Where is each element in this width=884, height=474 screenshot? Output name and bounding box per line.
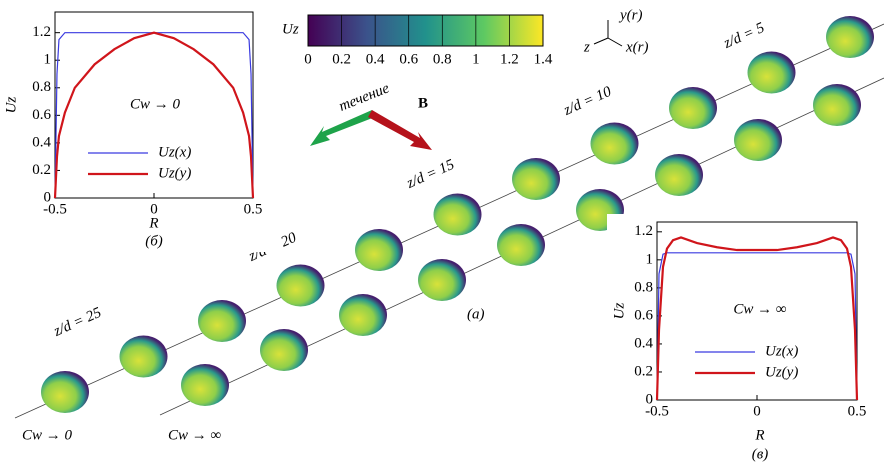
field-label: B — [418, 95, 428, 111]
flow-blob — [590, 122, 639, 165]
y-tick-label: 0 — [646, 391, 654, 407]
x-axis-label: R — [148, 215, 158, 231]
triad — [593, 37, 609, 45]
chart-caption: (б) — [145, 233, 163, 249]
flow-blob — [260, 329, 308, 371]
flow-blob — [276, 264, 325, 307]
flow-blob — [734, 119, 782, 161]
y-tick-label: 0.8 — [634, 279, 653, 295]
y-tick-label: 0.2 — [634, 363, 653, 379]
y-tick-label: 1 — [44, 52, 52, 68]
annotation: Cw → 0 — [130, 96, 181, 112]
y-tick-label: 0.8 — [32, 79, 51, 95]
flow-arrow — [310, 110, 375, 146]
colorbar-tick-label: 0 — [304, 51, 312, 67]
flow-blob — [669, 87, 717, 129]
y-axis-label: Uz — [611, 303, 627, 320]
flow-blob — [655, 154, 703, 196]
flow-blob — [747, 51, 796, 94]
flow-blob — [826, 16, 874, 58]
colorbar — [307, 14, 544, 47]
colorbar-tick-label: 1.4 — [534, 51, 553, 67]
y-tick-label: 0.2 — [32, 162, 51, 178]
legend-label: Uz(y) — [765, 364, 798, 380]
axis-z-label: z — [583, 39, 590, 55]
legend-label: Uz(x) — [158, 144, 191, 160]
axis-x-label: x(r) — [625, 39, 649, 55]
field-arrow — [368, 110, 432, 150]
scene-caption: (а) — [467, 306, 485, 322]
x-axis-label: R — [754, 427, 764, 443]
series-line — [655, 236, 859, 401]
x-tick-label: 0 — [753, 403, 761, 419]
colorbar-tick-label: 1.2 — [500, 51, 519, 67]
y-tick-label: 1.2 — [634, 223, 653, 239]
flow-blob — [181, 364, 229, 406]
colorbar-tick-label: 0.2 — [332, 51, 351, 67]
chart-background — [5, 4, 278, 252]
x-tick-label: -0.5 — [43, 201, 67, 217]
position-label: z/d = 10 — [561, 84, 615, 120]
triad — [607, 37, 623, 47]
position-label: z/d = 25 — [51, 305, 105, 341]
y-tick-label: 0.4 — [32, 134, 51, 150]
flow-blob — [119, 335, 168, 378]
legend-label: Uz(x) — [765, 343, 798, 359]
y-tick-label: 0.6 — [32, 107, 51, 123]
colorbar-title: Uz — [282, 21, 299, 37]
flow-blob — [418, 259, 466, 301]
x-tick-label: 0.5 — [244, 201, 263, 217]
row-label: Cw → 0 — [22, 427, 73, 443]
flow-blob — [433, 193, 482, 236]
flow-blob — [355, 229, 403, 271]
flow-label: течение — [337, 80, 392, 115]
legend-label: Uz(y) — [158, 165, 191, 181]
colorbar-tick-label: 0.8 — [433, 51, 452, 67]
flow-blob — [497, 224, 545, 266]
y-tick-label: 0.6 — [634, 307, 653, 323]
colorbar-tick-label: 0.6 — [399, 51, 418, 67]
flow-blob — [512, 158, 560, 200]
flow-blob — [41, 371, 89, 413]
chart-background — [607, 214, 882, 454]
y-tick-label: 0.4 — [634, 335, 653, 351]
chart-caption: (в) — [752, 446, 769, 462]
colorbar-tick-label: 1 — [472, 51, 480, 67]
position-label: z/d = 5 — [721, 20, 768, 53]
y-axis-label: Uz — [3, 97, 19, 114]
series-line — [53, 31, 255, 199]
y-tick-label: 1 — [646, 251, 654, 267]
x-tick-label: 0 — [150, 201, 158, 217]
x-tick-label: 0.5 — [848, 403, 867, 419]
row-label: Cw → ∞ — [168, 427, 222, 443]
position-label: z/d = 15 — [404, 157, 458, 193]
x-tick-label: -0.5 — [645, 403, 669, 419]
flow-blob — [198, 300, 246, 342]
annotation: Cw → ∞ — [733, 301, 787, 317]
y-tick-label: 1.2 — [32, 24, 51, 40]
flow-blob — [813, 84, 861, 126]
y-tick-label: 0 — [44, 189, 52, 205]
axis-y-label: y(r) — [618, 7, 643, 23]
colorbar-tick-label: 0.4 — [366, 51, 385, 67]
flow-blob — [339, 294, 387, 336]
